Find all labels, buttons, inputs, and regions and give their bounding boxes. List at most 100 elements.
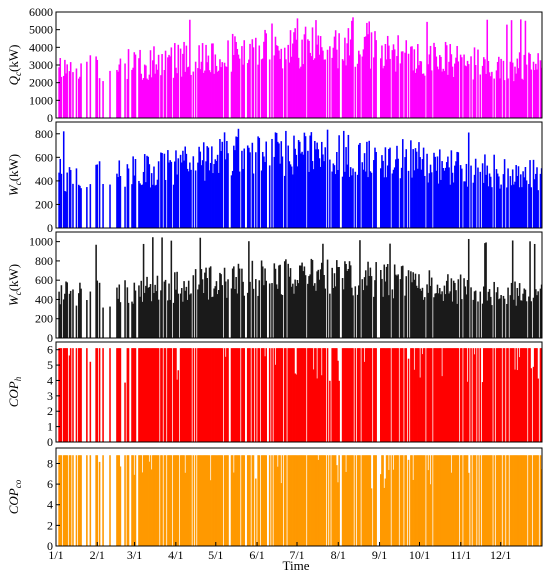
data-bar bbox=[292, 43, 294, 118]
data-bar bbox=[324, 348, 327, 442]
data-bar bbox=[427, 64, 429, 118]
y-axis-title: COPco bbox=[6, 479, 23, 514]
data-bar bbox=[443, 170, 446, 228]
data-bar bbox=[255, 279, 257, 338]
data-bar bbox=[160, 455, 162, 546]
data-bar bbox=[332, 47, 335, 118]
data-bar bbox=[383, 487, 386, 546]
data-bar bbox=[219, 139, 221, 228]
data-bar bbox=[237, 263, 240, 338]
y-tick-label: 200 bbox=[35, 312, 53, 326]
data-bar bbox=[307, 39, 309, 118]
data-bar bbox=[95, 164, 97, 228]
data-bar bbox=[95, 455, 97, 546]
data-bar bbox=[520, 455, 522, 546]
data-bar bbox=[521, 187, 523, 228]
data-bar bbox=[410, 348, 412, 442]
data-bar bbox=[98, 282, 101, 338]
data-bar bbox=[183, 348, 185, 442]
data-bar bbox=[368, 348, 370, 442]
data-bar bbox=[319, 269, 322, 338]
data-bar bbox=[375, 348, 377, 442]
data-bar bbox=[500, 348, 502, 442]
data-bar bbox=[176, 73, 178, 118]
data-bar bbox=[537, 378, 539, 442]
data-bar bbox=[454, 455, 456, 546]
data-bar bbox=[157, 54, 160, 118]
data-bar bbox=[143, 348, 146, 442]
data-bar bbox=[102, 183, 104, 228]
data-bar bbox=[295, 455, 298, 546]
data-bar bbox=[233, 472, 235, 546]
data-bar bbox=[153, 348, 155, 442]
data-bar bbox=[208, 70, 211, 118]
data-bar bbox=[370, 488, 373, 546]
data-bar bbox=[404, 52, 406, 118]
data-bar bbox=[344, 348, 346, 442]
data-bar bbox=[393, 264, 396, 338]
data-bar bbox=[170, 455, 173, 546]
data-bar bbox=[391, 173, 394, 228]
data-bar bbox=[334, 30, 337, 119]
data-bar bbox=[258, 455, 261, 546]
data-bar bbox=[194, 348, 197, 442]
data-bar bbox=[452, 348, 455, 442]
data-bar bbox=[293, 32, 295, 118]
data-bar bbox=[278, 455, 280, 546]
data-bar bbox=[169, 455, 171, 546]
data-bar bbox=[413, 369, 416, 442]
data-bar bbox=[202, 142, 205, 228]
data-bar bbox=[243, 348, 246, 442]
data-bar bbox=[208, 455, 211, 546]
data-bar bbox=[96, 280, 99, 338]
data-bar bbox=[358, 348, 360, 442]
data-bar bbox=[64, 191, 66, 228]
data-bar bbox=[264, 268, 266, 338]
data-bar bbox=[423, 75, 426, 118]
data-bar bbox=[156, 69, 159, 118]
data-bar bbox=[451, 66, 454, 118]
data-bar bbox=[528, 296, 530, 338]
data-bar bbox=[374, 147, 376, 228]
data-bar bbox=[292, 455, 294, 546]
data-bar bbox=[150, 301, 153, 338]
x-tick-label: 4/1 bbox=[168, 548, 183, 562]
data-bar bbox=[329, 46, 331, 119]
data-bar bbox=[322, 243, 324, 338]
data-bar bbox=[395, 348, 397, 442]
data-bar bbox=[363, 153, 366, 228]
data-bar bbox=[516, 175, 519, 228]
data-bar bbox=[486, 348, 489, 442]
data-bar bbox=[449, 348, 451, 442]
data-bar bbox=[511, 240, 514, 338]
data-bar bbox=[439, 455, 441, 546]
data-bar bbox=[332, 288, 335, 338]
data-bar bbox=[337, 68, 339, 118]
data-bar bbox=[362, 455, 365, 546]
data-bar bbox=[317, 348, 320, 442]
data-bar bbox=[235, 41, 237, 118]
data-bar bbox=[322, 348, 324, 442]
data-bar bbox=[499, 348, 501, 442]
data-bar bbox=[219, 272, 221, 338]
data-bar bbox=[518, 283, 521, 338]
data-bar bbox=[450, 54, 453, 118]
data-bar bbox=[429, 285, 432, 338]
data-bar bbox=[351, 20, 353, 118]
data-bar bbox=[163, 281, 166, 338]
data-bar bbox=[189, 162, 191, 228]
data-bar bbox=[385, 177, 388, 228]
x-tick-label: 7/1 bbox=[289, 548, 304, 562]
data-bar bbox=[231, 268, 234, 338]
data-bar bbox=[435, 293, 438, 338]
data-bar bbox=[347, 134, 350, 228]
data-bar bbox=[212, 173, 214, 228]
data-bar bbox=[60, 455, 63, 546]
data-bar bbox=[341, 176, 344, 228]
data-bar bbox=[511, 62, 514, 118]
data-bar bbox=[311, 161, 314, 228]
data-bar bbox=[396, 348, 398, 442]
data-bar bbox=[226, 348, 228, 442]
data-bar bbox=[342, 455, 345, 546]
data-bar bbox=[532, 297, 535, 338]
